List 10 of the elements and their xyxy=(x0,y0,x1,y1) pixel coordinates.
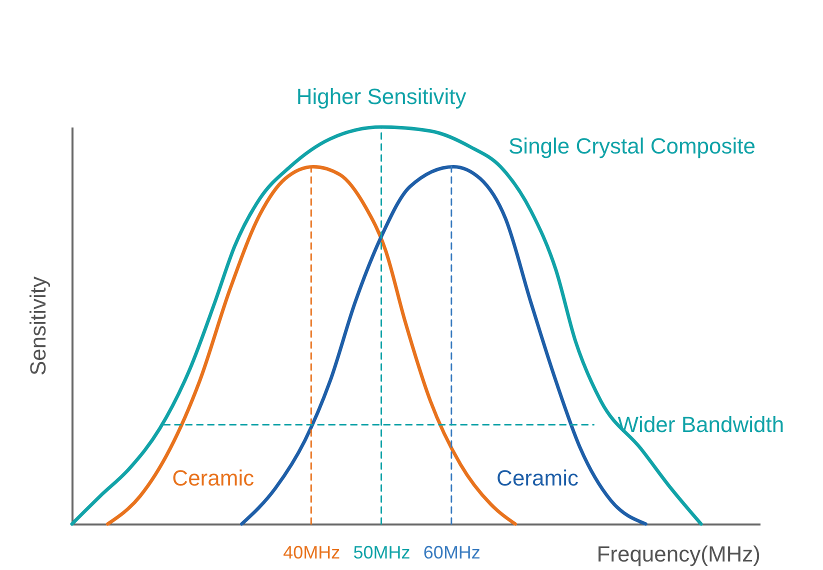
annotation: Wider Bandwidth xyxy=(618,412,784,437)
annotation: Higher Sensitivity xyxy=(296,84,466,109)
series-label: Ceramic xyxy=(172,466,254,491)
x-tick-label: 50MHz xyxy=(353,542,410,562)
x-axis-title: Frequency(MHz) xyxy=(596,542,760,566)
x-tick-label: 40MHz xyxy=(283,542,340,562)
series-label: Single Crystal Composite xyxy=(508,134,756,159)
series-label: Ceramic xyxy=(496,466,578,491)
y-axis-title: Sensitivity xyxy=(26,276,50,376)
x-tick-label: 60MHz xyxy=(423,542,480,562)
